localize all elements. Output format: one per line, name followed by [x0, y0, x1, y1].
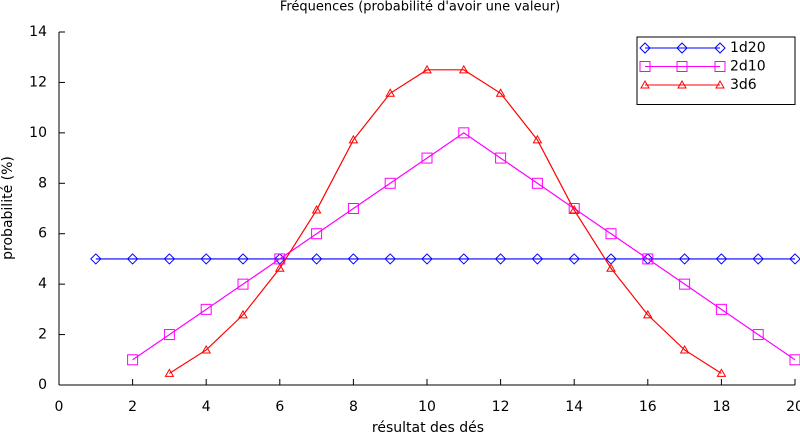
legend-label: 2d10 — [730, 59, 766, 75]
marker — [642, 253, 654, 265]
marker — [458, 64, 469, 74]
marker — [385, 88, 396, 97]
marker — [274, 263, 285, 272]
series-line — [132, 132, 796, 361]
marker — [605, 228, 617, 240]
marker — [238, 309, 248, 319]
marker — [752, 329, 764, 341]
marker — [679, 344, 690, 354]
x-tick-label: 0 — [55, 399, 64, 415]
marker — [789, 253, 800, 265]
chart-title: Fréquences (probabilité d'avoir une vale… — [280, 0, 560, 15]
y-tick-label: 4 — [38, 276, 47, 292]
marker — [200, 253, 212, 265]
marker — [606, 263, 616, 272]
marker — [678, 253, 691, 265]
marker — [127, 354, 139, 366]
series-line — [169, 69, 722, 374]
x-tick-label: 2 — [128, 399, 137, 415]
marker — [163, 253, 176, 265]
marker — [679, 278, 691, 290]
marker — [676, 42, 688, 54]
marker — [237, 253, 249, 265]
marker — [347, 253, 360, 265]
marker — [494, 253, 507, 265]
marker — [421, 253, 433, 265]
marker — [568, 253, 580, 265]
marker — [640, 79, 650, 89]
marker — [201, 344, 212, 354]
marker — [126, 253, 139, 265]
marker — [495, 88, 506, 97]
y-tick-label: 2 — [38, 327, 47, 343]
y-tick-label: 8 — [38, 175, 47, 191]
x-tick-label: 14 — [565, 399, 583, 415]
marker — [532, 134, 543, 144]
marker — [310, 253, 323, 265]
marker — [347, 203, 359, 214]
y-tick-label: 10 — [29, 125, 47, 141]
marker — [715, 79, 725, 89]
marker — [639, 42, 651, 54]
marker — [752, 253, 764, 265]
marker — [237, 278, 249, 290]
x-tick-label: 20 — [786, 399, 800, 415]
y-tick-label: 14 — [29, 24, 47, 40]
marker — [716, 368, 727, 377]
x-axis-label: résultat des dés — [372, 420, 484, 435]
marker — [642, 309, 653, 319]
y-tick-label: 12 — [29, 74, 47, 90]
marker — [163, 329, 175, 341]
marker — [311, 205, 322, 214]
marker — [789, 354, 800, 366]
x-tick-label: 16 — [639, 399, 657, 415]
marker — [676, 61, 688, 72]
x-tick-label: 10 — [418, 399, 436, 415]
marker — [200, 303, 212, 315]
marker — [714, 61, 726, 72]
legend-label: 3d6 — [730, 77, 757, 93]
marker — [569, 205, 580, 214]
y-tick-label: 6 — [38, 226, 47, 242]
x-tick-label: 12 — [492, 399, 510, 415]
x-tick-label: 4 — [202, 399, 211, 415]
legend-label: 1d20 — [730, 40, 766, 56]
x-tick-label: 6 — [275, 399, 284, 415]
marker — [348, 134, 359, 144]
marker — [90, 253, 102, 265]
marker — [422, 64, 432, 74]
marker — [311, 228, 323, 240]
marker — [715, 303, 727, 315]
marker — [164, 368, 175, 377]
marker — [458, 127, 470, 139]
marker — [531, 253, 544, 265]
marker — [384, 253, 396, 265]
marker — [531, 177, 543, 189]
marker — [458, 253, 470, 265]
marker — [677, 79, 687, 89]
marker — [639, 61, 651, 72]
x-tick-label: 8 — [349, 399, 358, 415]
y-tick-label: 0 — [38, 377, 47, 393]
marker — [715, 253, 728, 265]
marker — [714, 42, 726, 54]
x-tick-label: 18 — [712, 399, 730, 415]
marker — [495, 152, 507, 164]
marker — [421, 152, 433, 164]
y-axis-label: probabilité (%) — [0, 156, 16, 260]
marker — [384, 177, 396, 189]
